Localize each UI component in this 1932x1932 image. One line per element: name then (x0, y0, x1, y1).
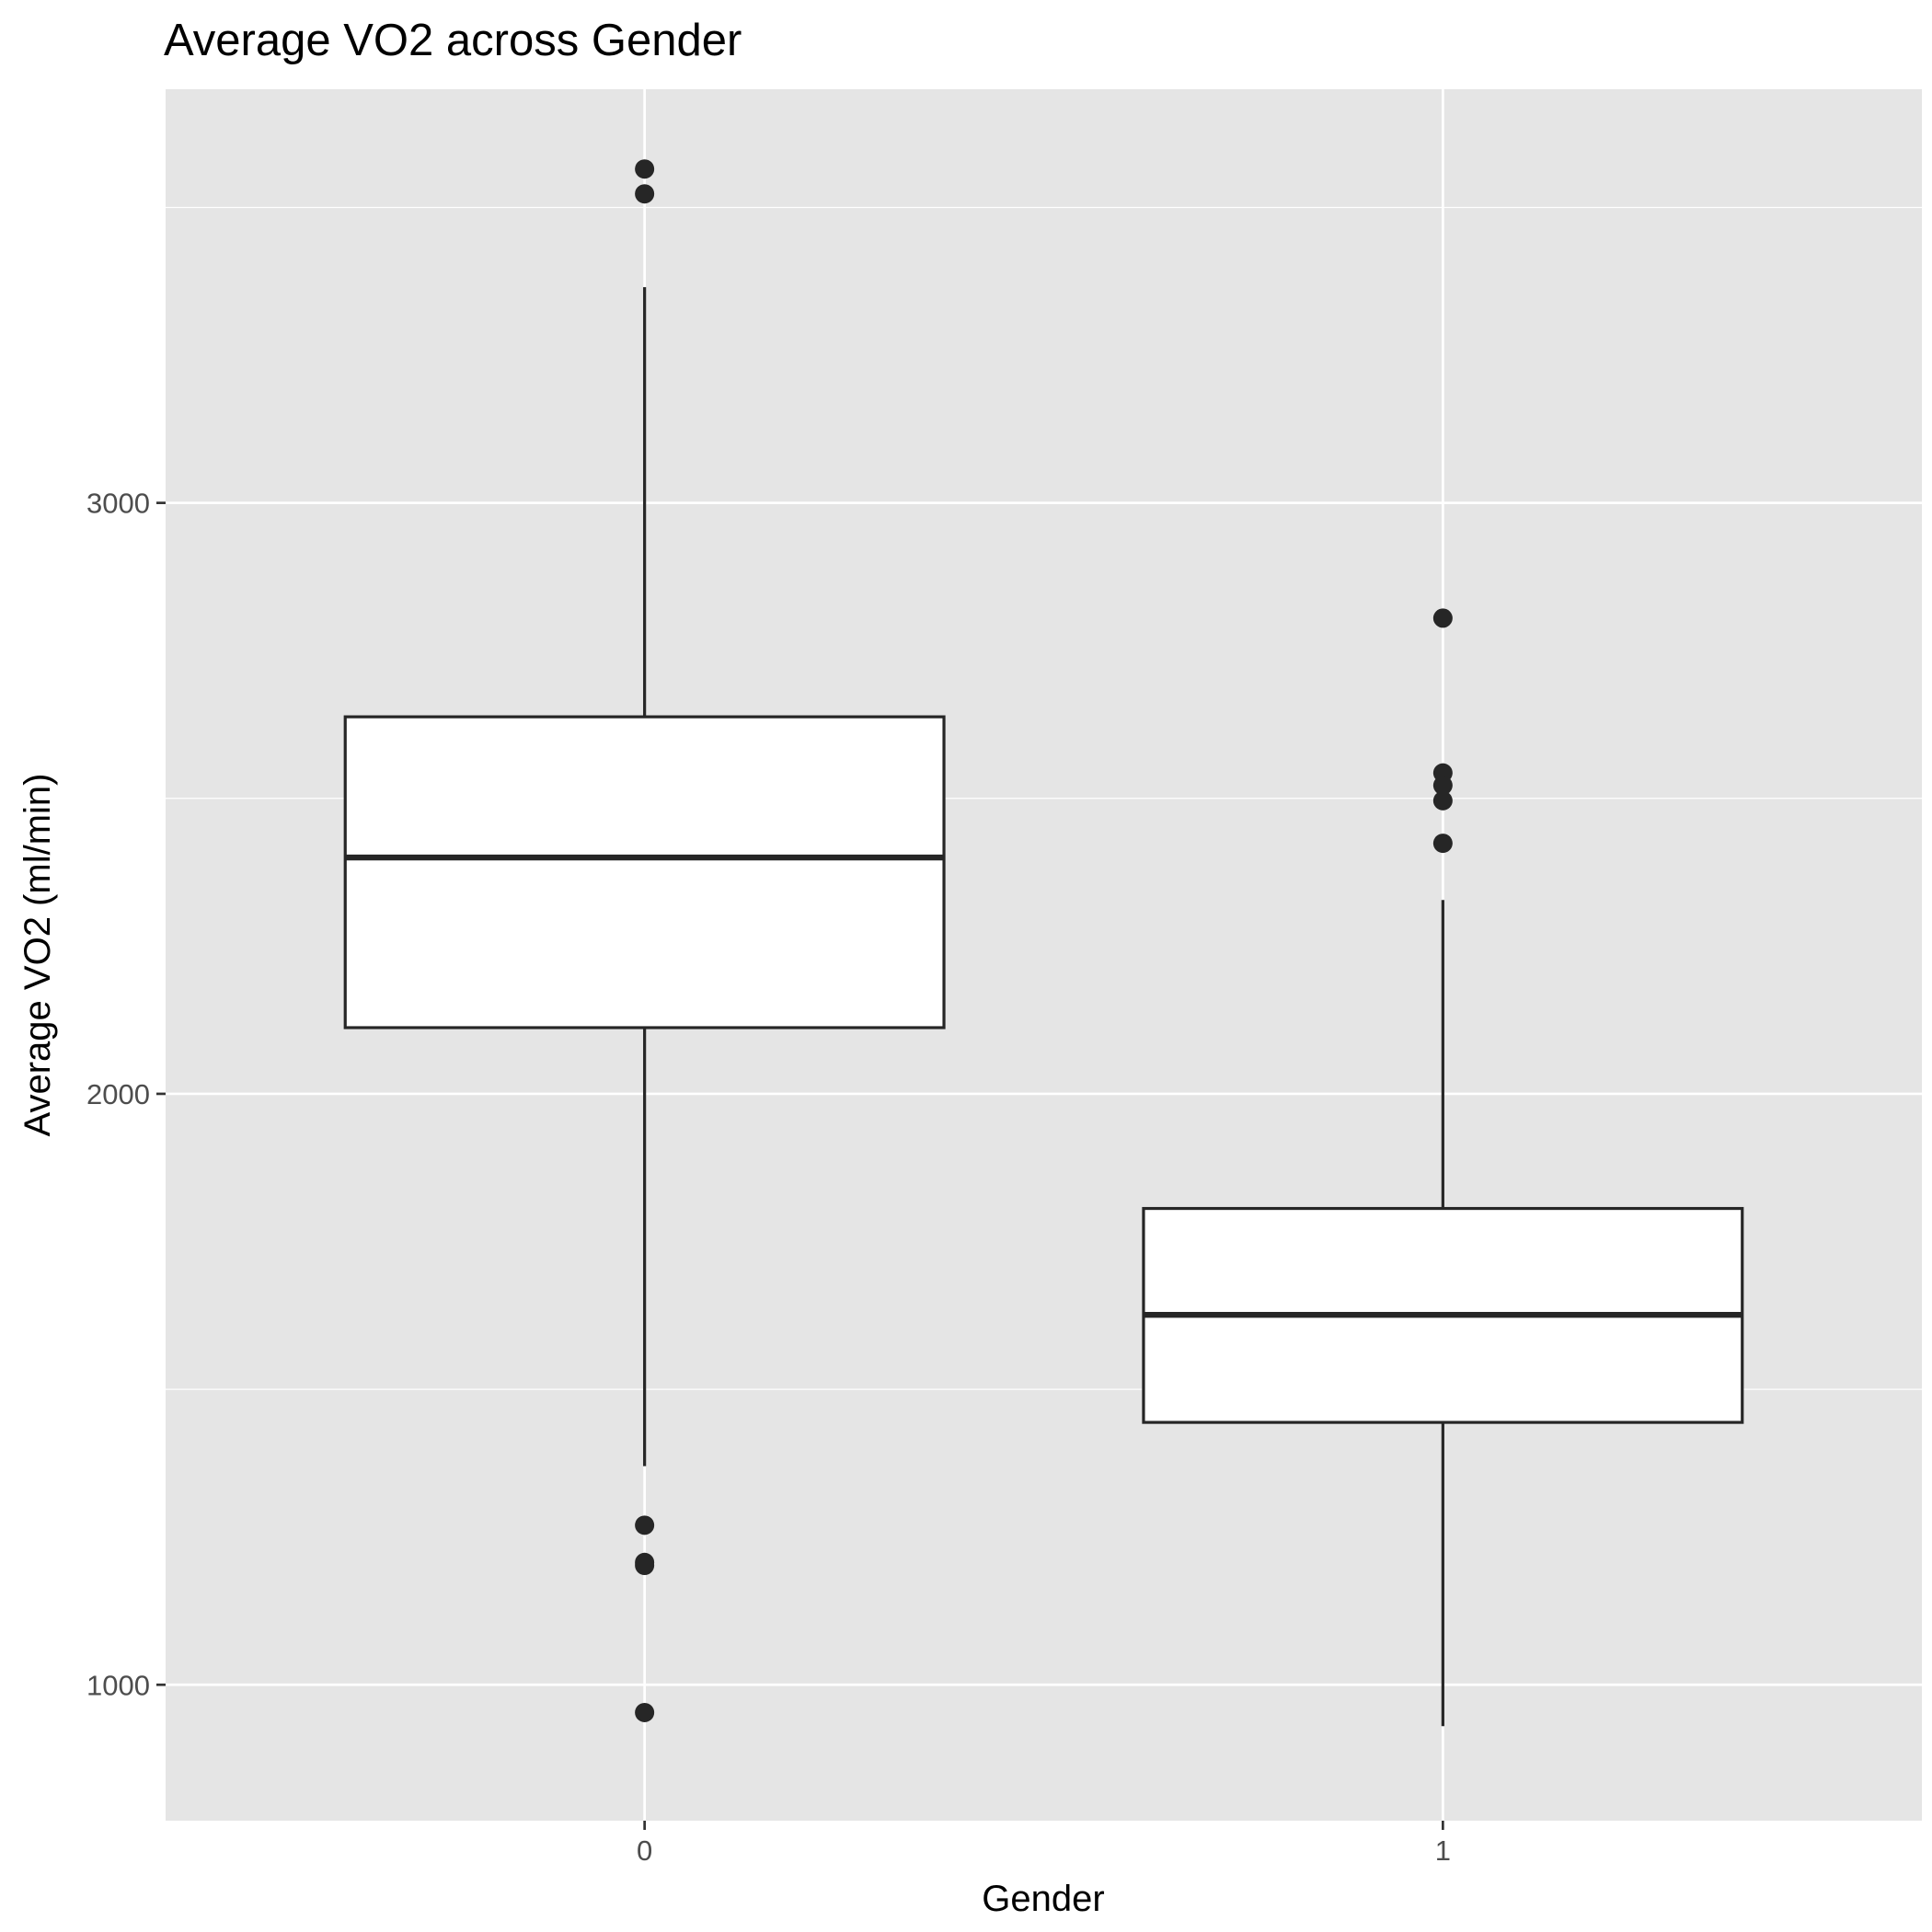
y-axis-title: Average VO2 (ml/min) (17, 774, 58, 1137)
x-tick-label: 0 (637, 1834, 652, 1867)
y-tick-label: 3000 (86, 488, 150, 520)
outlier-point (635, 1702, 655, 1722)
x-axis-title: Gender (982, 1879, 1104, 1919)
interquartile-box (343, 715, 946, 1029)
outlier-point (635, 184, 655, 204)
y-tick-label: 1000 (86, 1669, 150, 1701)
x-tick-label: 1 (1435, 1834, 1451, 1867)
y-tick-label: 2000 (86, 1078, 150, 1110)
outlier-point (1432, 608, 1453, 628)
box-layer (343, 159, 1744, 1727)
box-group-1 (1142, 608, 1744, 1727)
outlier-point (635, 1556, 655, 1576)
outlier-point (635, 159, 655, 179)
outlier-point (1432, 790, 1453, 811)
outlier-point (1432, 776, 1453, 796)
y-axis: 1000 2000 3000 (86, 488, 166, 1701)
box-group-0 (343, 159, 946, 1722)
outlier-point (1432, 834, 1453, 854)
chart-title: Average VO2 across Gender (164, 16, 742, 65)
outlier-point (635, 1515, 655, 1535)
